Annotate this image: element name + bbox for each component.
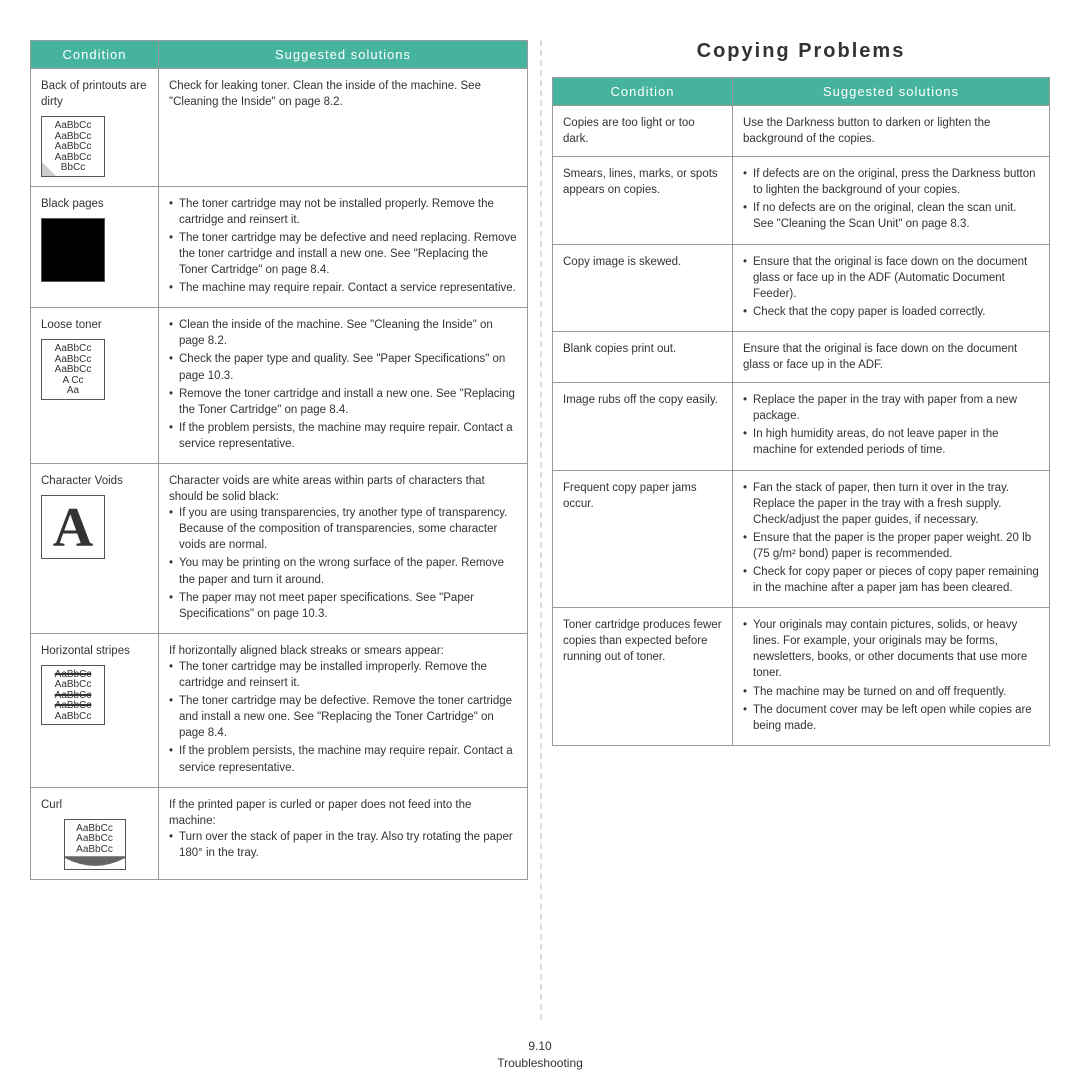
- condition-cell: Back of printouts are dirtyAaBbCcAaBbCcA…: [31, 69, 159, 187]
- table-row: Black pagesThe toner cartridge may not b…: [31, 186, 528, 308]
- solution-cell: Use the Darkness button to darken or lig…: [733, 106, 1050, 157]
- condition-cell: Loose tonerAaBbCcAaBbCcAaBbCcA CcAa: [31, 308, 159, 464]
- solution-cell: Your originals may contain pictures, sol…: [733, 608, 1050, 746]
- copying-title: Copying Problems: [552, 40, 1050, 63]
- solution-cell: Ensure that the original is face down on…: [733, 244, 1050, 331]
- condition-cell: Frequent copy paper jams occur.: [553, 470, 733, 608]
- condition-cell: Copies are too light or too dark.: [553, 106, 733, 157]
- solution-cell: If horizontally aligned black streaks or…: [159, 633, 528, 787]
- page-number: 9.10: [0, 1038, 1080, 1055]
- table-row: Image rubs off the copy easily.Replace t…: [553, 383, 1050, 470]
- table-row: Character VoidsACharacter voids are whit…: [31, 464, 528, 634]
- table-row: Toner cartridge produces fewer copies th…: [553, 608, 1050, 746]
- right-column: Copying Problems Condition Suggested sol…: [552, 40, 1050, 1020]
- table-row: Smears, lines, marks, or spots appears o…: [553, 157, 1050, 244]
- solution-cell: If the printed paper is curled or paper …: [159, 787, 528, 880]
- column-divider: [540, 40, 542, 1020]
- solution-cell: Character voids are white areas within p…: [159, 464, 528, 634]
- condition-cell: Copy image is skewed.: [553, 244, 733, 331]
- condition-cell: Horizontal stripesAaBbCcAaBbCcAaBbCcAaBb…: [31, 633, 159, 787]
- condition-cell: Smears, lines, marks, or spots appears o…: [553, 157, 733, 244]
- condition-cell: Character VoidsA: [31, 464, 159, 634]
- sample-black: [41, 218, 105, 282]
- condition-cell: Image rubs off the copy easily.: [553, 383, 733, 470]
- col-solutions: Suggested solutions: [733, 78, 1050, 106]
- sample-char-void: A: [41, 495, 105, 559]
- col-solutions: Suggested solutions: [159, 41, 528, 69]
- table-row: Back of printouts are dirtyAaBbCcAaBbCcA…: [31, 69, 528, 187]
- sample-swatch: AaBbCcAaBbCcAaBbCcAaBbCcBbCc: [41, 116, 105, 177]
- solution-cell: Clean the inside of the machine. See "Cl…: [159, 308, 528, 464]
- sample-curl: AaBbCcAaBbCcAaBbCc: [64, 819, 126, 871]
- table-row: Blank copies print out.Ensure that the o…: [553, 331, 1050, 382]
- condition-cell: Black pages: [31, 186, 159, 308]
- condition-cell: Toner cartridge produces fewer copies th…: [553, 608, 733, 746]
- table-row: Frequent copy paper jams occur.Fan the s…: [553, 470, 1050, 608]
- solution-cell: Ensure that the original is face down on…: [733, 331, 1050, 382]
- left-column: Condition Suggested solutions Back of pr…: [30, 40, 528, 1020]
- col-condition: Condition: [31, 41, 159, 69]
- solution-cell: If defects are on the original, press th…: [733, 157, 1050, 244]
- sample-swatch: AaBbCcAaBbCcAaBbCcAaBbCcAaBbCc: [41, 665, 105, 726]
- table-row: Loose tonerAaBbCcAaBbCcAaBbCcA CcAaClean…: [31, 308, 528, 464]
- solution-cell: Fan the stack of paper, then turn it ove…: [733, 470, 1050, 608]
- solution-cell: The toner cartridge may not be installed…: [159, 186, 528, 308]
- solution-cell: Replace the paper in the tray with paper…: [733, 383, 1050, 470]
- printing-table: Condition Suggested solutions Back of pr…: [30, 40, 528, 880]
- sample-swatch: AaBbCcAaBbCcAaBbCcA CcAa: [41, 339, 105, 400]
- condition-cell: CurlAaBbCcAaBbCcAaBbCc: [31, 787, 159, 880]
- section-label: Troubleshooting: [0, 1055, 1080, 1072]
- table-row: Copies are too light or too dark.Use the…: [553, 106, 1050, 157]
- col-condition: Condition: [553, 78, 733, 106]
- table-row: Copy image is skewed.Ensure that the ori…: [553, 244, 1050, 331]
- solution-cell: Check for leaking toner. Clean the insid…: [159, 69, 528, 187]
- copying-table: Condition Suggested solutions Copies are…: [552, 77, 1050, 746]
- table-row: CurlAaBbCcAaBbCcAaBbCcIf the printed pap…: [31, 787, 528, 880]
- page-footer: 9.10 Troubleshooting: [0, 1038, 1080, 1072]
- condition-cell: Blank copies print out.: [553, 331, 733, 382]
- table-row: Horizontal stripesAaBbCcAaBbCcAaBbCcAaBb…: [31, 633, 528, 787]
